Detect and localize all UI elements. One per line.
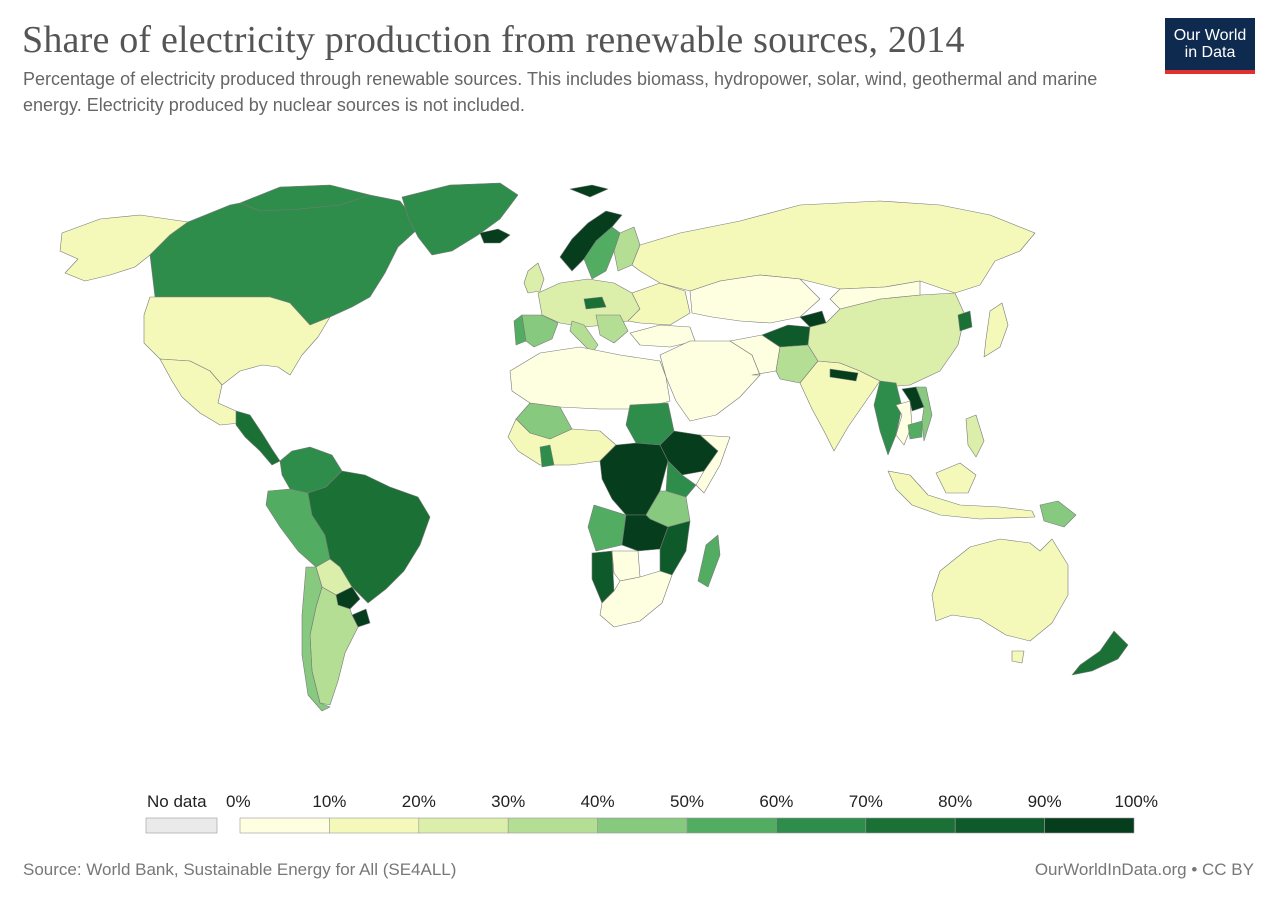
legend-swatch-4[interactable] [597,817,688,834]
region-svalbard[interactable] [569,184,609,198]
region-kenya[interactable] [665,460,697,498]
legend-swatch-1[interactable] [329,817,420,834]
region-ghana[interactable] [539,444,555,468]
source-text: Source: World Bank, Sustainable Energy f… [23,860,457,879]
region-somalia[interactable] [695,434,731,494]
region-indonesia[interactable] [887,470,1036,520]
region-philippines[interactable] [965,414,985,458]
region-united-states[interactable] [143,296,331,386]
region-cambodia[interactable] [907,420,923,440]
region-papua-new-guinea[interactable] [1039,500,1077,528]
logo-line2: in Data [1184,44,1236,61]
region-australia[interactable] [931,538,1069,642]
region-madagascar[interactable] [697,534,721,588]
region-greenland[interactable] [401,182,519,256]
region-japan[interactable] [983,302,1009,358]
legend: No data 0% 10% 20% 30% 40% 50% 60% 70% 80% 90% 100… [0,788,1280,838]
legend-swatch-9[interactable] [1044,817,1135,834]
region-chile[interactable] [301,566,331,712]
legend-swatch-5[interactable] [686,817,777,834]
legend-tick-label: 20% [401,792,436,811]
region-angola[interactable] [587,504,627,552]
region-north-korea[interactable] [957,310,973,332]
legend-swatch-0[interactable] [239,817,330,834]
region-north-africa[interactable] [509,346,671,410]
region-alaska[interactable] [59,214,189,282]
region-myanmar[interactable] [873,380,903,456]
legend-tick-label: 70% [848,792,883,811]
region-middle-east[interactable] [659,340,761,422]
region-laos[interactable] [901,386,925,412]
region-nepal[interactable] [829,368,859,382]
region-spain[interactable] [521,314,559,348]
legend-no-data-label: No data [147,792,207,811]
legend-tick-label: 10% [312,792,347,811]
legend-tick-label: 60% [759,792,794,811]
chart-title: Share of electricity production from ren… [22,19,965,61]
legend-tick-label: 30% [491,792,526,811]
logo-line1: Our World [1173,27,1247,44]
legend-swatch-6[interactable] [776,817,867,834]
region-botswana[interactable] [611,550,641,582]
owid-logo[interactable]: Our World in Data [1165,18,1255,74]
legend-swatch-7[interactable] [865,817,956,834]
region-russia[interactable] [631,200,1036,294]
region-central-america[interactable] [235,410,281,466]
legend-tick-label: 40% [580,792,615,811]
legend-no-data-swatch [145,817,218,834]
credit-link[interactable]: OurWorldInData.org • CC BY [1034,860,1254,879]
region-borneo[interactable] [935,462,977,494]
legend-swatch-8[interactable] [954,817,1045,834]
legend-svg [145,817,1135,834]
world-map-svg [59,182,1129,712]
legend-tick-label: 90% [1027,792,1062,811]
legend-tick-label: 80% [938,792,973,811]
legend-tick-label: 50% [669,792,705,811]
region-new-zealand[interactable] [1071,630,1129,676]
region-south-africa[interactable] [599,570,673,628]
region-vietnam[interactable] [915,386,933,442]
chart-subtitle: Percentage of electricity produced throu… [23,69,1098,115]
legend-tick-label: 0% [226,792,251,811]
region-brazil[interactable] [307,470,431,604]
world-map [40,175,1240,720]
region-united-kingdom[interactable] [523,262,545,294]
region-mongolia[interactable] [829,280,921,310]
legend-swatch-3[interactable] [507,817,598,834]
region-norway[interactable] [559,210,623,272]
region-austria[interactable] [583,296,607,310]
region-iceland[interactable] [479,228,511,244]
legend-swatch-2[interactable] [418,817,509,834]
region-arctic-islands[interactable] [239,184,371,212]
region-tasmania[interactable] [1011,650,1025,664]
legend-tick-label: 100% [1114,792,1158,811]
region-balkans[interactable] [595,314,629,344]
region-eastern-europe[interactable] [627,282,691,326]
